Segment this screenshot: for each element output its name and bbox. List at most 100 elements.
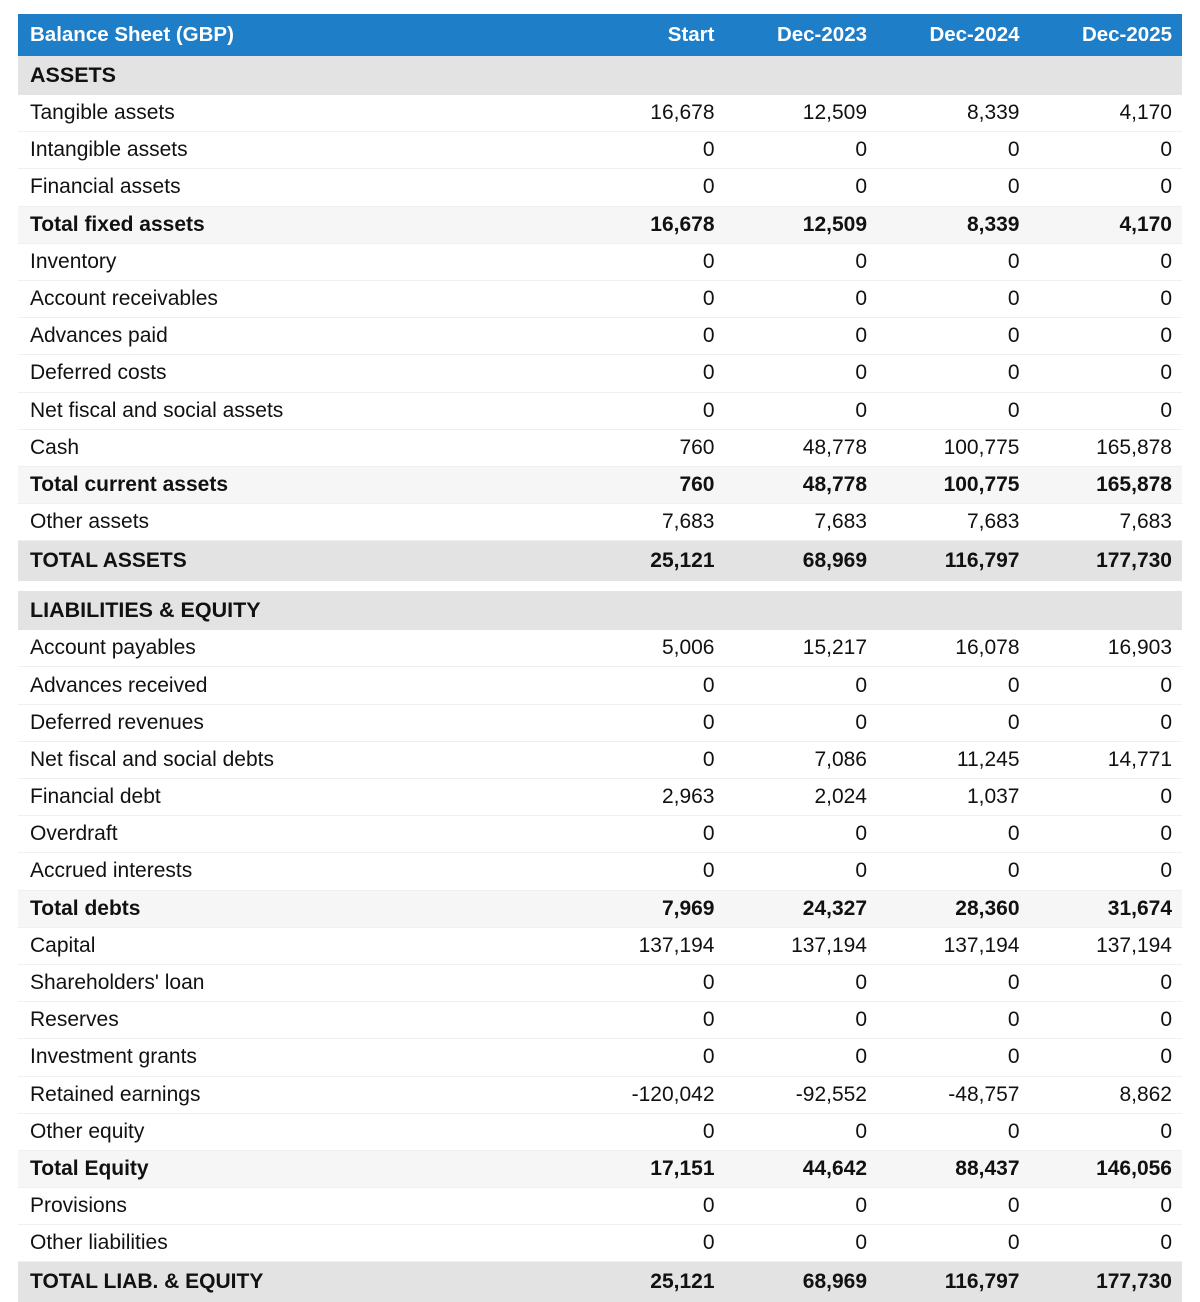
- row-value-dec-2025: 177,730: [1029, 540, 1182, 582]
- table-row: Net fiscal and social assets 0 0 0 0: [18, 392, 1182, 430]
- header-row: Balance Sheet (GBP) Start Dec-2023 Dec-2…: [18, 14, 1182, 56]
- row-value-start: 0: [572, 741, 725, 780]
- row-value-dec-2023: [724, 591, 877, 631]
- row-value-dec-2023: 0: [724, 168, 877, 207]
- subtotal-row: Total current assets 760 48,778 100,775 165,…: [18, 466, 1182, 505]
- column-header-dec-2023[interactable]: Dec-2023: [724, 14, 877, 56]
- row-value-dec-2023: 0: [724, 1113, 877, 1151]
- row-value-dec-2024: 137,194: [877, 927, 1030, 965]
- table-row: Capital 137,194 137,194 137,194 137,194: [18, 927, 1182, 965]
- row-value-dec-2025: 8,862: [1029, 1076, 1182, 1114]
- table-row: Accrued interests 0 0 0 0: [18, 852, 1182, 891]
- row-label: Cash: [18, 429, 572, 467]
- row-value-dec-2024: 100,775: [877, 429, 1030, 467]
- row-value-start: 0: [572, 666, 725, 705]
- row-value-dec-2024: 0: [877, 815, 1030, 854]
- row-value-dec-2024: 0: [877, 131, 1030, 170]
- column-header-dec-2024[interactable]: Dec-2024: [877, 14, 1030, 56]
- subtotal-row: Total Equity 17,151 44,642 88,437 146,056: [18, 1150, 1182, 1189]
- row-label: Other liabilities: [18, 1224, 572, 1263]
- row-value-dec-2025: 0: [1029, 1001, 1182, 1040]
- column-header-dec-2025[interactable]: Dec-2025: [1029, 14, 1182, 56]
- row-spacer: [18, 580, 1182, 592]
- row-value-start: 760: [572, 466, 725, 505]
- row-value-dec-2024: 28,360: [877, 890, 1030, 928]
- row-value-dec-2025: 137,194: [1029, 927, 1182, 965]
- table-row: Shareholders' loan 0 0 0 0: [18, 964, 1182, 1003]
- row-value-dec-2025: 0: [1029, 964, 1182, 1003]
- row-value-dec-2024: 116,797: [877, 1261, 1030, 1302]
- row-value-dec-2023: 7,086: [724, 741, 877, 780]
- row-value-dec-2024: 88,437: [877, 1150, 1030, 1189]
- row-value-dec-2023: 0: [724, 666, 877, 705]
- row-value-dec-2024: [877, 591, 1030, 631]
- row-value-dec-2024: 7,683: [877, 503, 1030, 542]
- row-label: Tangible assets: [18, 94, 572, 133]
- row-label: Total fixed assets: [18, 206, 572, 244]
- row-value-dec-2024: 0: [877, 354, 1030, 393]
- row-value-dec-2025: 0: [1029, 243, 1182, 281]
- row-label: Accrued interests: [18, 852, 572, 891]
- row-value-start: 760: [572, 429, 725, 467]
- row-value-dec-2023: 0: [724, 815, 877, 854]
- row-value-start: 0: [572, 852, 725, 891]
- row-value-dec-2025: 0: [1029, 815, 1182, 854]
- row-value-start: -120,042: [572, 1076, 725, 1114]
- row-value-dec-2025: 0: [1029, 852, 1182, 891]
- row-label: Reserves: [18, 1001, 572, 1040]
- row-label: Deferred revenues: [18, 704, 572, 742]
- row-value-dec-2025: 0: [1029, 1038, 1182, 1077]
- row-label: Retained earnings: [18, 1076, 572, 1114]
- table-row: Inventory 0 0 0 0: [18, 243, 1182, 281]
- table-row: Overdraft 0 0 0 0: [18, 815, 1182, 854]
- row-value-dec-2025: 165,878: [1029, 429, 1182, 467]
- table-row: Provisions 0 0 0 0: [18, 1187, 1182, 1226]
- row-value-dec-2023: 0: [724, 392, 877, 430]
- row-value-dec-2023: 44,642: [724, 1150, 877, 1189]
- row-value-dec-2023: 12,509: [724, 94, 877, 133]
- row-value-dec-2024: [877, 56, 1030, 95]
- row-value-start: [572, 591, 725, 631]
- subtotal-row: Total debts 7,969 24,327 28,360 31,674: [18, 890, 1182, 928]
- table-row: Other assets 7,683 7,683 7,683 7,683: [18, 503, 1182, 542]
- table-row: Net fiscal and social debts 0 7,086 11,245 1…: [18, 741, 1182, 780]
- column-header-start[interactable]: Start: [572, 14, 725, 56]
- row-value-dec-2025: 0: [1029, 168, 1182, 207]
- row-value-dec-2025: 0: [1029, 1224, 1182, 1263]
- row-value-dec-2025: 4,170: [1029, 206, 1182, 244]
- row-value-dec-2024: 0: [877, 1113, 1030, 1151]
- row-value-dec-2023: 24,327: [724, 890, 877, 928]
- row-value-dec-2025: 7,683: [1029, 503, 1182, 542]
- row-value-dec-2024: 0: [877, 168, 1030, 207]
- row-value-dec-2024: 11,245: [877, 741, 1030, 780]
- row-label: Shareholders' loan: [18, 964, 572, 1003]
- row-value-dec-2024: 100,775: [877, 466, 1030, 505]
- row-label: ASSETS: [18, 56, 572, 95]
- table-row: Cash 760 48,778 100,775 165,878: [18, 429, 1182, 467]
- row-label: Intangible assets: [18, 131, 572, 170]
- table-body: ASSETS Tangible assets 16,678 12,509 8,339 4,…: [18, 56, 1182, 1302]
- row-label: Advances paid: [18, 317, 572, 356]
- row-value-dec-2023: -92,552: [724, 1076, 877, 1114]
- row-value-start: 137,194: [572, 927, 725, 965]
- row-value-start: 0: [572, 243, 725, 281]
- row-value-dec-2025: 146,056: [1029, 1150, 1182, 1189]
- row-label: Inventory: [18, 243, 572, 281]
- row-value-dec-2024: 0: [877, 317, 1030, 356]
- row-value-dec-2024: 1,037: [877, 778, 1030, 817]
- row-value-dec-2025: 0: [1029, 354, 1182, 393]
- balance-sheet-table: Balance Sheet (GBP) Start Dec-2023 Dec-2…: [18, 14, 1182, 1302]
- row-label: Other equity: [18, 1113, 572, 1151]
- table-row: Account receivables 0 0 0 0: [18, 280, 1182, 319]
- row-value-dec-2024: 0: [877, 964, 1030, 1003]
- row-value-dec-2024: 0: [877, 852, 1030, 891]
- row-value-dec-2023: 0: [724, 131, 877, 170]
- grand-total-row: TOTAL ASSETS 25,121 68,969 116,797 177,730: [18, 540, 1182, 582]
- table-row: Other liabilities 0 0 0 0: [18, 1224, 1182, 1263]
- table-row: Financial assets 0 0 0 0: [18, 168, 1182, 207]
- row-value-dec-2023: 0: [724, 317, 877, 356]
- row-value-dec-2023: 7,683: [724, 503, 877, 542]
- table-row: Tangible assets 16,678 12,509 8,339 4,170: [18, 94, 1182, 133]
- row-value-dec-2023: 0: [724, 964, 877, 1003]
- row-value-dec-2023: 0: [724, 1001, 877, 1040]
